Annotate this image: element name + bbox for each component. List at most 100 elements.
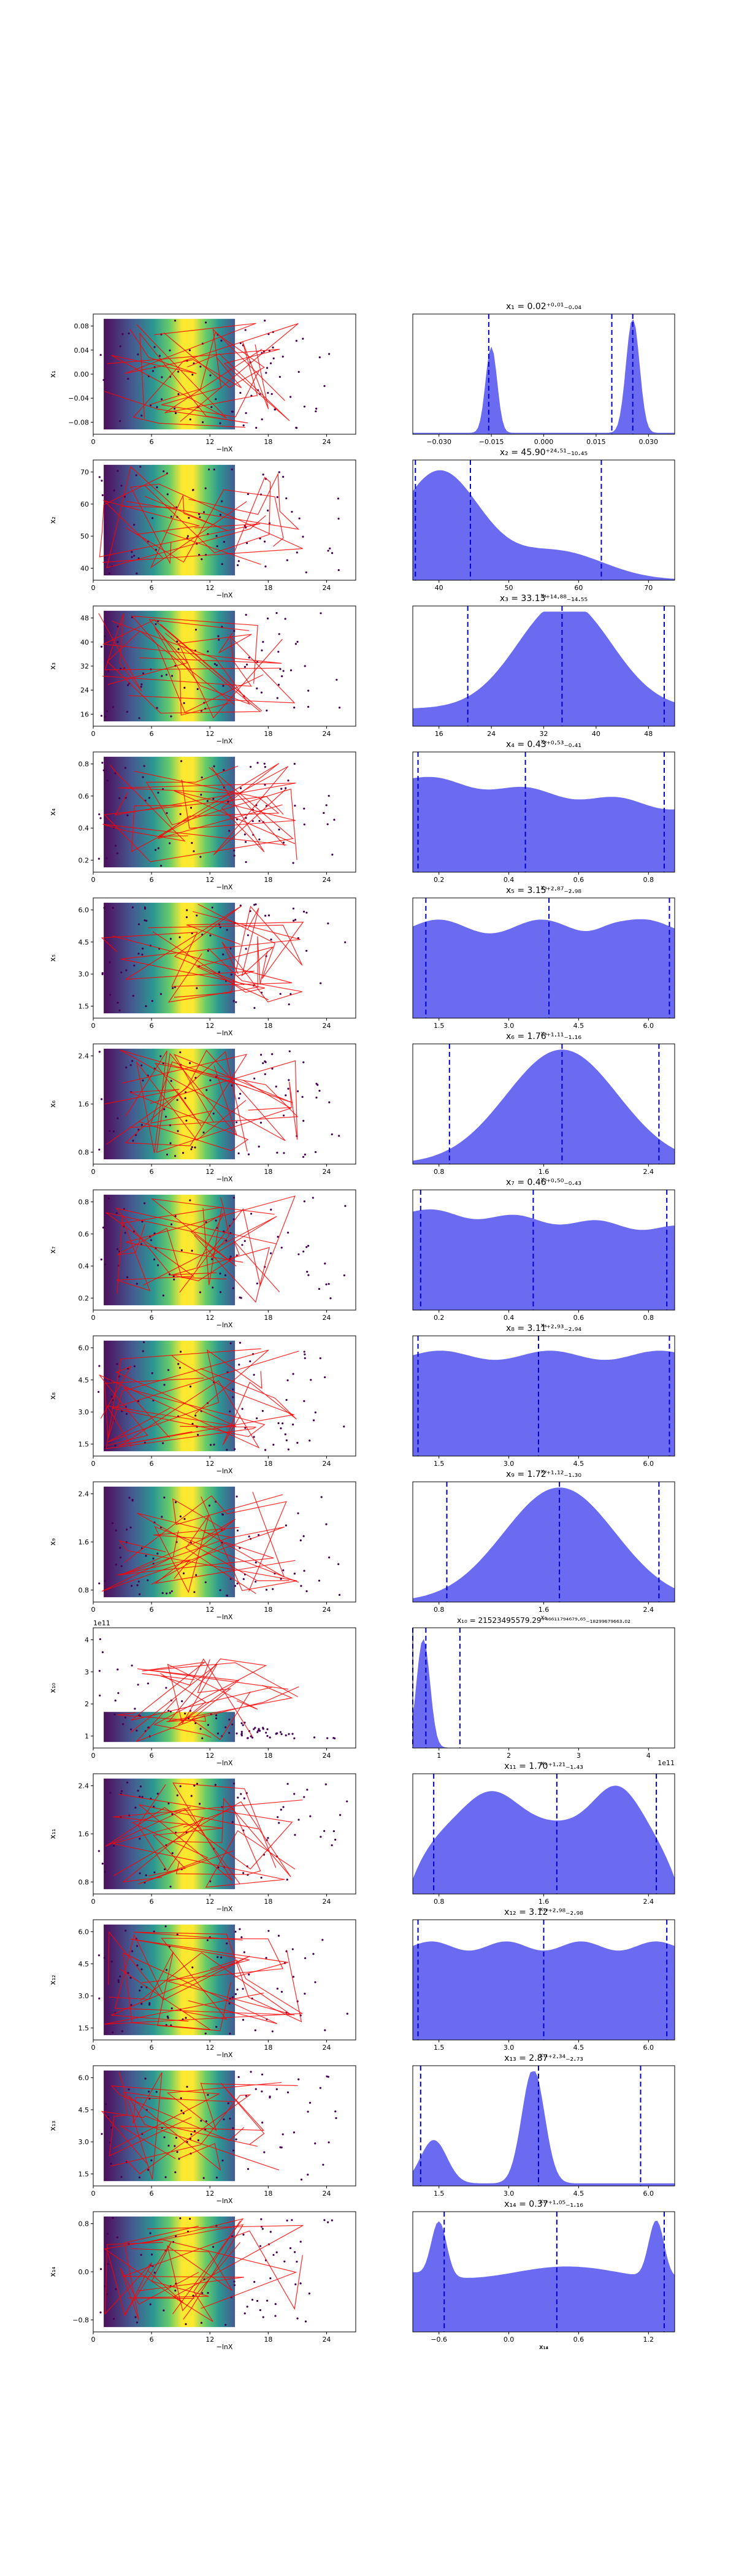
sample-trace-line	[128, 2095, 280, 2171]
sample-point	[99, 1638, 101, 1641]
sample-trace-line	[144, 495, 247, 569]
posterior-axes-frame	[412, 1919, 675, 2041]
sample-point	[106, 2293, 109, 2295]
sample-point	[284, 1433, 286, 1436]
sample-trace-line	[117, 1206, 223, 1294]
sample-trace-line	[106, 1049, 286, 1145]
x-tick-label: 12	[205, 2044, 214, 2052]
sample-point	[197, 1433, 199, 1436]
sample-point	[156, 1264, 159, 1267]
sample-point	[307, 1244, 310, 1247]
sample-trace-line	[122, 2230, 303, 2310]
sample-trace-line	[148, 905, 303, 998]
x-tick-label: 12	[205, 1898, 214, 1906]
x-tick-label: 12	[205, 584, 214, 592]
x-axis-label: −lnX	[217, 1905, 233, 1913]
panel-5: 0 6 12 18 24 1.5 3.0 4.5 6.0 x₅ −lnX 1.5 3.0 4.5 6.0 x₄…	[48, 886, 675, 1037]
x-tick-label: 4.5	[573, 2190, 585, 2198]
posterior-axes-frame	[412, 897, 675, 1019]
sample-point	[338, 1135, 340, 1137]
sample-point	[171, 2007, 173, 2010]
sample-point	[219, 513, 222, 516]
x-axis-label: −lnX	[217, 1321, 233, 1329]
sample-point	[264, 914, 267, 917]
y-tick-label: 2	[85, 1700, 89, 1708]
sample-point	[212, 1286, 214, 1289]
y-tick-label: 40	[80, 638, 89, 646]
sample-point	[287, 1448, 289, 1451]
sample-point	[209, 1444, 212, 1446]
sample-trace-line	[156, 1052, 292, 1153]
sample-point	[156, 707, 158, 709]
sample-point	[142, 1341, 145, 1343]
sample-point	[240, 1936, 243, 1939]
x-tick-label: 24	[322, 438, 331, 446]
posterior-title: x₁ = 0.02⁺⁰·⁰¹₋₀.₀₄	[506, 302, 581, 312]
sample-point	[232, 1197, 236, 1199]
sample-point	[113, 1844, 115, 1847]
sample-point	[280, 788, 283, 790]
sample-point	[306, 1270, 309, 1273]
sample-point	[335, 678, 338, 681]
sample-point	[242, 1577, 245, 1581]
density-band	[104, 318, 236, 430]
sample-point	[174, 1501, 177, 1503]
sample-point	[126, 1528, 128, 1531]
sample-point	[138, 717, 140, 719]
x-tick-label: 4	[646, 1752, 651, 1760]
trace-axes-frame	[93, 1189, 356, 1311]
sample-point	[262, 641, 264, 643]
sample-point	[323, 385, 326, 387]
sample-point	[179, 1051, 182, 1054]
sample-point	[98, 1954, 100, 1957]
sample-point	[255, 1561, 257, 1564]
sample-point	[196, 688, 199, 691]
sample-point	[141, 1796, 144, 1798]
sample-point	[104, 1446, 106, 1449]
y-axis-label: x₁	[48, 370, 57, 378]
posterior-title: x₁₄ = 0.37⁺¹·⁰⁵₋₁.₁₆	[504, 2199, 583, 2209]
sample-point	[186, 909, 188, 911]
sample-point	[98, 1669, 101, 1672]
sample-point	[139, 1989, 141, 1991]
x-tick-label: 40	[435, 584, 443, 592]
sample-point	[178, 1367, 182, 1369]
sample-trace-line	[106, 466, 266, 569]
panel-12: 0 6 12 18 24 1.5 3.0 4.5 6.0 x₁₂ −lnX 1.5 3.0 4.5 6.0 x…	[48, 1907, 675, 2059]
sample-point	[193, 2130, 196, 2133]
y-tick-label: 3.0	[79, 2138, 90, 2146]
sample-point	[325, 804, 328, 807]
sample-point	[116, 2236, 118, 2239]
sample-point	[271, 2030, 274, 2033]
x-tick-label: 2.4	[643, 1898, 654, 1906]
sample-point	[169, 938, 172, 940]
sample-point	[259, 1730, 261, 1732]
sample-point	[100, 1258, 102, 1261]
x-tick-label: 18	[264, 2044, 272, 2052]
x-tick-label: 24	[322, 1168, 331, 1176]
sample-point	[117, 1980, 120, 1984]
sample-trace-line	[105, 1348, 261, 1449]
sample-point	[118, 797, 121, 799]
sample-point	[176, 1794, 178, 1796]
sample-point	[240, 1731, 243, 1733]
sample-point	[98, 1582, 101, 1585]
sample-point	[243, 833, 246, 836]
sample-point	[247, 1153, 250, 1156]
sample-trace-line	[178, 632, 283, 719]
sample-point	[319, 2087, 321, 2089]
sample-point	[296, 2317, 299, 2320]
sample-point	[159, 1055, 162, 1057]
sample-point	[105, 2103, 107, 2106]
x-tick-label: 0.030	[639, 438, 659, 446]
sample-point	[140, 2253, 142, 2256]
sample-point	[276, 697, 278, 699]
sample-trace-line	[115, 1208, 277, 1303]
sample-point	[293, 2131, 296, 2134]
sample-point	[266, 709, 268, 712]
sample-point	[254, 1727, 256, 1729]
sample-trace-line	[131, 766, 289, 856]
sample-point	[191, 1146, 193, 1148]
sample-point	[246, 664, 248, 666]
sample-point	[279, 992, 282, 995]
